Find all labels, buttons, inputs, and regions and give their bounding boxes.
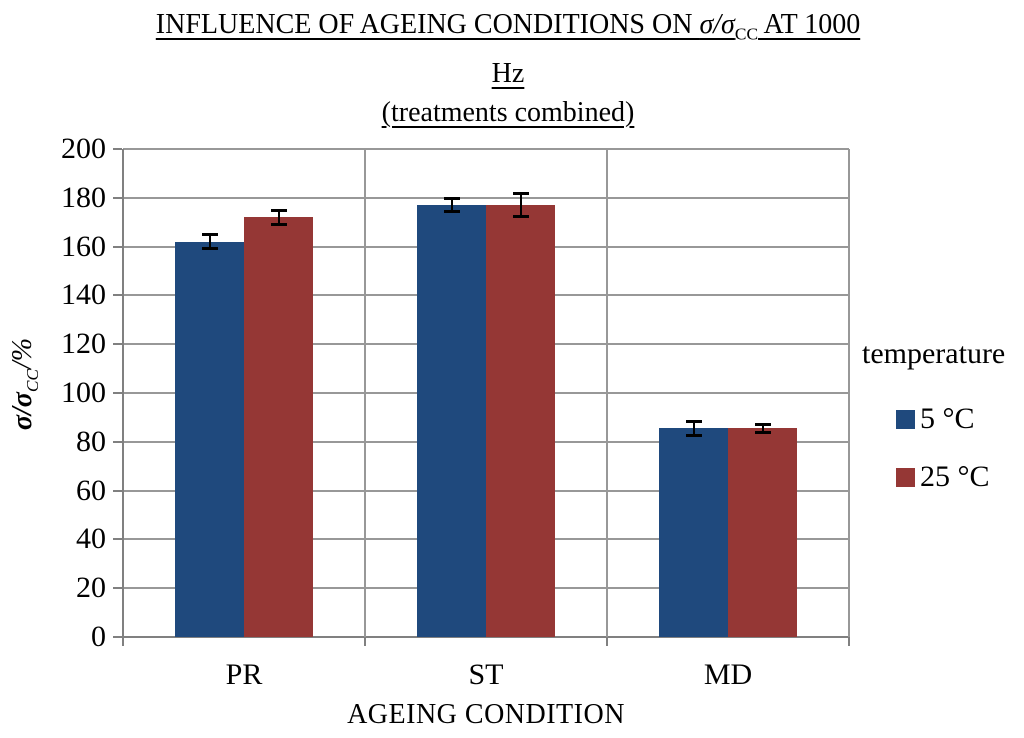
gridline-x-1 xyxy=(364,149,366,637)
y-axis-title-unit: /% xyxy=(7,337,39,369)
legend-title: temperature xyxy=(862,337,1006,370)
legend-entry-5°C: 5 °C xyxy=(896,402,1022,436)
error-bar-cap-top xyxy=(270,209,287,212)
y-axis-tick-label-200: 200 xyxy=(61,132,106,165)
bar-PR-5°C xyxy=(175,241,244,637)
y-axis-tick-20 xyxy=(113,587,122,590)
error-bar-cap-top xyxy=(201,233,218,237)
y-axis-tick-100 xyxy=(113,392,122,394)
title-text-post: AT 1000 xyxy=(758,9,861,40)
chart-title-line3: (treatments combined) xyxy=(381,96,635,128)
legend-label: 25 °C xyxy=(920,460,990,493)
error-bar-line xyxy=(208,234,211,250)
y-axis-tick-40 xyxy=(113,538,122,541)
x-axis-title: AGEING CONDITION xyxy=(347,699,625,730)
error-bar-cap-top xyxy=(512,191,529,195)
x-category-label-MD: MD xyxy=(703,658,753,691)
x-category-label-PR: PR xyxy=(225,658,263,691)
y-axis-tick-140 xyxy=(113,294,122,297)
y-axis-tick-label-80: 80 xyxy=(76,424,106,458)
error-bar-line xyxy=(450,197,453,213)
y-axis-tick-60 xyxy=(113,489,122,492)
error-bar-cap-top xyxy=(443,196,460,200)
bar-MD-25°C xyxy=(728,428,797,637)
chart-title-line1: INFLUENCE OF AGEING CONDITIONS ON σ/σCC … xyxy=(0,5,1016,54)
legend-label: 5 °C xyxy=(920,402,975,435)
y-axis-line xyxy=(122,149,124,637)
title-text-pre: INFLUENCE OF AGEING CONDITIONS ON xyxy=(155,9,700,40)
legend-entries: 5 °C 25 °C xyxy=(862,402,1022,494)
y-axis-tick-label-160: 160 xyxy=(61,229,106,263)
error-bar-line xyxy=(519,192,522,218)
bar-MD-5°C xyxy=(659,428,728,637)
error-bar-line xyxy=(277,210,280,225)
gridline-x-2 xyxy=(606,149,608,637)
legend-entry-25°C: 25 °C xyxy=(896,460,1022,494)
gridline-y-180 xyxy=(123,196,849,199)
legend: temperature 5 °C 25 °C xyxy=(862,336,1022,494)
y-axis-title-sigma-ratio: σ/σ xyxy=(7,392,39,431)
chart-title-line2: Hz xyxy=(491,57,525,89)
y-axis-tick-label-140: 140 xyxy=(61,278,106,312)
x-category-label-ST: ST xyxy=(468,658,504,691)
title-sigma-subscript: CC xyxy=(734,24,759,44)
gridline-x-3 xyxy=(848,149,850,637)
y-axis-tick-180 xyxy=(113,196,122,199)
x-axis-tick-1 xyxy=(364,637,366,646)
y-axis-tick-80 xyxy=(113,440,122,443)
error-bar-cap-bottom xyxy=(512,215,529,219)
y-axis-tick-label-0: 0 xyxy=(91,620,106,653)
y-axis-tick-0 xyxy=(113,636,122,638)
y-axis-tick-label-120: 120 xyxy=(61,327,106,361)
y-axis-tick-label-40: 40 xyxy=(76,522,106,556)
x-axis-tick-0 xyxy=(122,637,124,646)
legend-swatch-icon xyxy=(896,467,915,487)
y-axis-tick-label-20: 20 xyxy=(76,571,106,605)
title-sigma-ratio: σ/σ xyxy=(699,9,735,40)
error-bar-line xyxy=(761,423,764,434)
error-bar-cap-bottom xyxy=(685,433,702,437)
x-axis-tick-3 xyxy=(848,637,850,646)
y-axis-title-subscript: CC xyxy=(22,368,42,393)
y-axis-tick-200 xyxy=(113,148,122,150)
bar-ST-25°C xyxy=(486,205,555,637)
error-bar-cap-bottom xyxy=(270,222,287,226)
error-bar-cap-bottom xyxy=(443,210,460,214)
legend-swatch-icon xyxy=(896,409,915,429)
y-axis-tick-label-100: 100 xyxy=(61,376,106,409)
y-axis-tick-label-180: 180 xyxy=(61,180,106,214)
error-bar-line xyxy=(692,421,695,436)
bar-PR-25°C xyxy=(244,217,313,637)
y-axis-tick-120 xyxy=(113,343,122,346)
y-axis-title: σ/σCC/% xyxy=(7,338,43,430)
bar-ST-5°C xyxy=(417,205,486,637)
y-axis-tick-160 xyxy=(113,245,122,248)
x-axis-tick-2 xyxy=(606,637,608,646)
error-bar-cap-top xyxy=(754,422,771,426)
gridline-y-0 xyxy=(123,636,849,638)
error-bar-cap-top xyxy=(685,420,702,424)
chart-title: INFLUENCE OF AGEING CONDITIONS ON σ/σCC … xyxy=(0,5,1016,132)
error-bar-cap-bottom xyxy=(201,247,218,251)
y-axis-tick-label-60: 60 xyxy=(76,473,106,507)
error-bar-cap-bottom xyxy=(754,431,771,435)
gridline-y-200 xyxy=(123,148,849,150)
